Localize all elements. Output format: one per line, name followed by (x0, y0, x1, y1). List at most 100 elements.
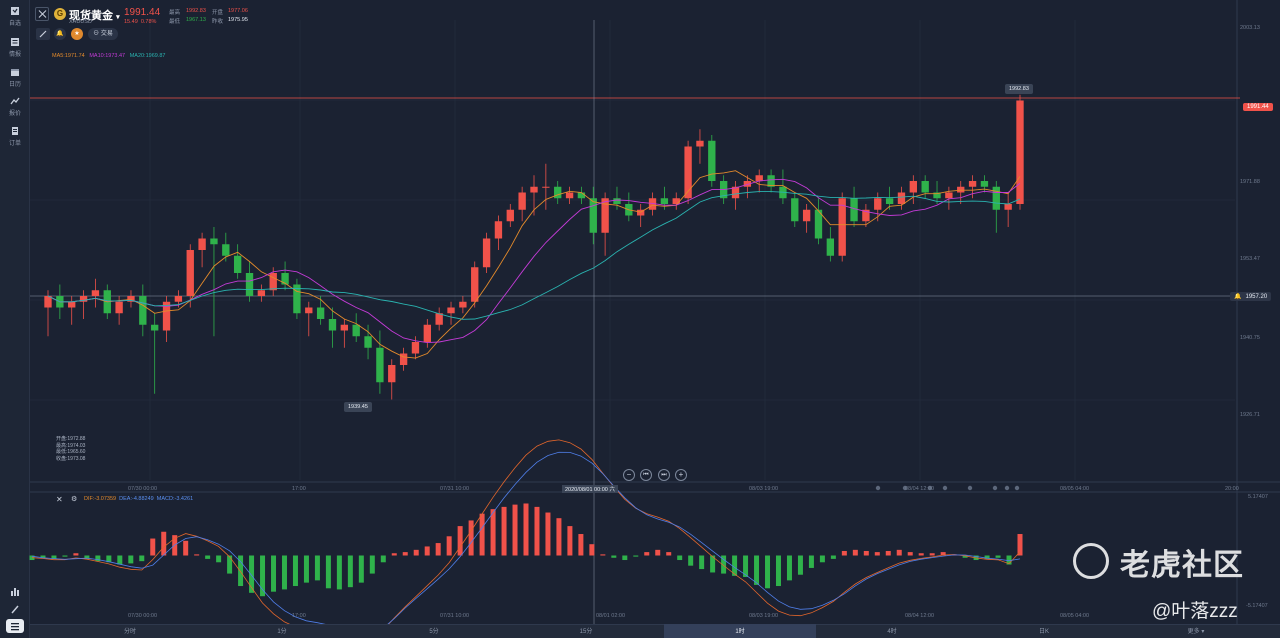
macd-bar (600, 554, 606, 556)
candle-body (68, 301, 76, 308)
price-tick: 1926.71 (1240, 412, 1260, 418)
macd-bar (797, 555, 803, 575)
candle-body (364, 336, 372, 348)
macd-time-tick: 08/05 04:00 (1060, 613, 1090, 619)
event-marker (967, 485, 973, 491)
macd-bar (95, 555, 101, 562)
macd-bar (885, 550, 891, 556)
close-macd-button[interactable]: ✕ (56, 495, 63, 504)
macd-bar (238, 555, 244, 587)
period-more[interactable]: 更多 ▾ (1181, 626, 1211, 635)
macd-axis-top: 5.17407 (1248, 494, 1268, 500)
candle-body (613, 198, 621, 204)
change-pct: 0.78% (140, 19, 157, 25)
candle-body (186, 250, 194, 296)
candle-body (423, 324, 431, 342)
close-chart-button[interactable] (35, 7, 49, 21)
macd-bar (292, 555, 298, 587)
crosshair-time-tag: 2020/08/01 00:00 六 (562, 485, 618, 493)
skip-forward-icon: ⏭ (661, 472, 667, 478)
candle-body (79, 296, 88, 302)
candle-body (767, 175, 775, 187)
current-price-tag: 1991.44 (1243, 103, 1273, 111)
candle-body (755, 175, 763, 181)
macd-bar (523, 503, 529, 556)
macd-bar (995, 555, 1001, 558)
event-marker (875, 485, 881, 491)
macd-bar (336, 555, 342, 590)
zoom-in-button[interactable]: + (675, 469, 687, 481)
ohlc-close: 收盘:1973.08 (56, 455, 86, 462)
price-tick: 1971.88 (1240, 179, 1260, 185)
candle-body (376, 347, 384, 383)
scroll-start-button[interactable]: ⏮ (640, 469, 652, 481)
period-tick[interactable]: 分时 (123, 629, 136, 635)
prev-value: 1975.95 (228, 17, 248, 23)
zoom-out-button[interactable]: − (623, 469, 635, 481)
macd-bar (260, 555, 266, 597)
period-5m[interactable]: 5分 (429, 629, 439, 635)
symbol-name[interactable]: 现货黄金 ▾ (69, 7, 120, 23)
candle-body (459, 301, 467, 308)
macd-bar (688, 555, 694, 566)
orders-icon (12, 127, 18, 135)
macd-bar (380, 555, 386, 563)
macd-bar (940, 552, 946, 556)
macd-bar (929, 553, 935, 556)
candle-body (542, 186, 550, 188)
rail-news[interactable]: 情报 (0, 37, 30, 58)
period-15m[interactable]: 15分 (579, 629, 593, 635)
high-label: 最高 (169, 10, 181, 16)
ma-legend: MA5:1971.74 MA10:1973.47 MA20:1969.87 (52, 53, 165, 59)
rail-orders[interactable]: 订单 (0, 126, 30, 147)
macd-bar (435, 543, 441, 556)
rail-label: 订单 (8, 141, 21, 147)
macd-bar (73, 553, 79, 556)
candle-body (601, 198, 609, 233)
candle-body (233, 255, 242, 273)
draw-button[interactable] (6, 602, 24, 616)
rail-quote[interactable]: 报价 (0, 96, 30, 117)
macd-bar (743, 555, 749, 577)
dif-label: DIF:-3.07359 (84, 496, 117, 502)
period-1m[interactable]: 1分 (277, 629, 287, 635)
draw-tool-button[interactable] (36, 28, 50, 40)
candle-body (838, 198, 846, 256)
candle-body (352, 324, 360, 337)
candle-body (328, 319, 337, 331)
high-bubble: 1992.83 (1005, 84, 1033, 94)
trade-button[interactable]: ⊖ 交易 (88, 28, 118, 40)
ohlc-low: 最低:1965.60 (56, 449, 86, 455)
scroll-end-button[interactable]: ⏭ (658, 469, 670, 481)
candle-body (139, 296, 147, 325)
candle-body (660, 198, 669, 204)
indicator-button[interactable] (6, 585, 24, 599)
candle-body (494, 221, 503, 239)
symbol-name-text: 现货黄金 (69, 10, 113, 22)
period-4h[interactable]: 4时 (887, 629, 897, 635)
rail-watchlist[interactable]: 自选 (0, 6, 30, 27)
macd-bar (369, 555, 375, 574)
macd-bar (677, 555, 683, 561)
quote-icon (10, 97, 20, 105)
candle-body (293, 284, 301, 314)
candle-body (316, 307, 325, 319)
candle-body (957, 186, 965, 193)
settings-button[interactable] (6, 619, 24, 633)
bar-chart-icon (11, 588, 19, 596)
favorite-button[interactable]: ★ (71, 28, 83, 40)
macd-bar (512, 504, 518, 556)
macd-bar (490, 509, 496, 556)
macd-bar (852, 549, 858, 556)
macd-bar (1017, 534, 1023, 556)
macd-bar (863, 550, 869, 556)
candle-body (648, 198, 657, 210)
candle-body (91, 290, 100, 296)
rail-calendar[interactable]: 日历 (0, 67, 30, 88)
period-1h[interactable]: 1时 (735, 629, 745, 635)
period-daily[interactable]: 日K (1038, 629, 1049, 635)
candle-body (696, 140, 704, 147)
alert-button[interactable]: 🔔 (54, 28, 66, 40)
settings-gear-icon[interactable]: ⚙ (71, 496, 78, 503)
